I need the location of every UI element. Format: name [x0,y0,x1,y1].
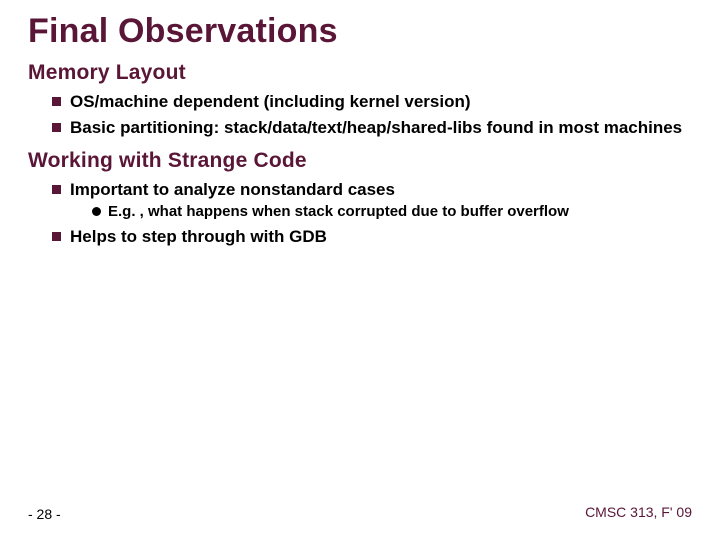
list-item-text: Important to analyze nonstandard cases [70,180,395,199]
list-item: Important to analyze nonstandard cases E… [52,179,692,222]
page-number: - 28 - [28,506,61,522]
slide: Final Observations Memory Layout OS/mach… [0,0,720,540]
bullet-list: OS/machine dependent (including kernel v… [28,91,692,139]
section-heading: Working with Strange Code [28,149,692,173]
section-heading: Memory Layout [28,61,692,85]
list-item-text: OS/machine dependent (including kernel v… [70,92,471,111]
list-item: OS/machine dependent (including kernel v… [52,91,692,113]
course-tag: CMSC 313, F' 09 [585,504,692,520]
list-item-text: Basic partitioning: stack/data/text/heap… [70,118,682,137]
list-subitem: E.g. , what happens when stack corrupted… [92,202,692,222]
list-item: Basic partitioning: stack/data/text/heap… [52,117,692,139]
list-item-text: Helps to step through with GDB [70,227,327,246]
list-subitem-text: E.g. , what happens when stack corrupted… [108,203,569,220]
slide-title: Final Observations [28,12,692,51]
bullet-sublist: E.g. , what happens when stack corrupted… [70,202,692,222]
list-item: Helps to step through with GDB [52,226,692,248]
bullet-list: Important to analyze nonstandard cases E… [28,179,692,248]
